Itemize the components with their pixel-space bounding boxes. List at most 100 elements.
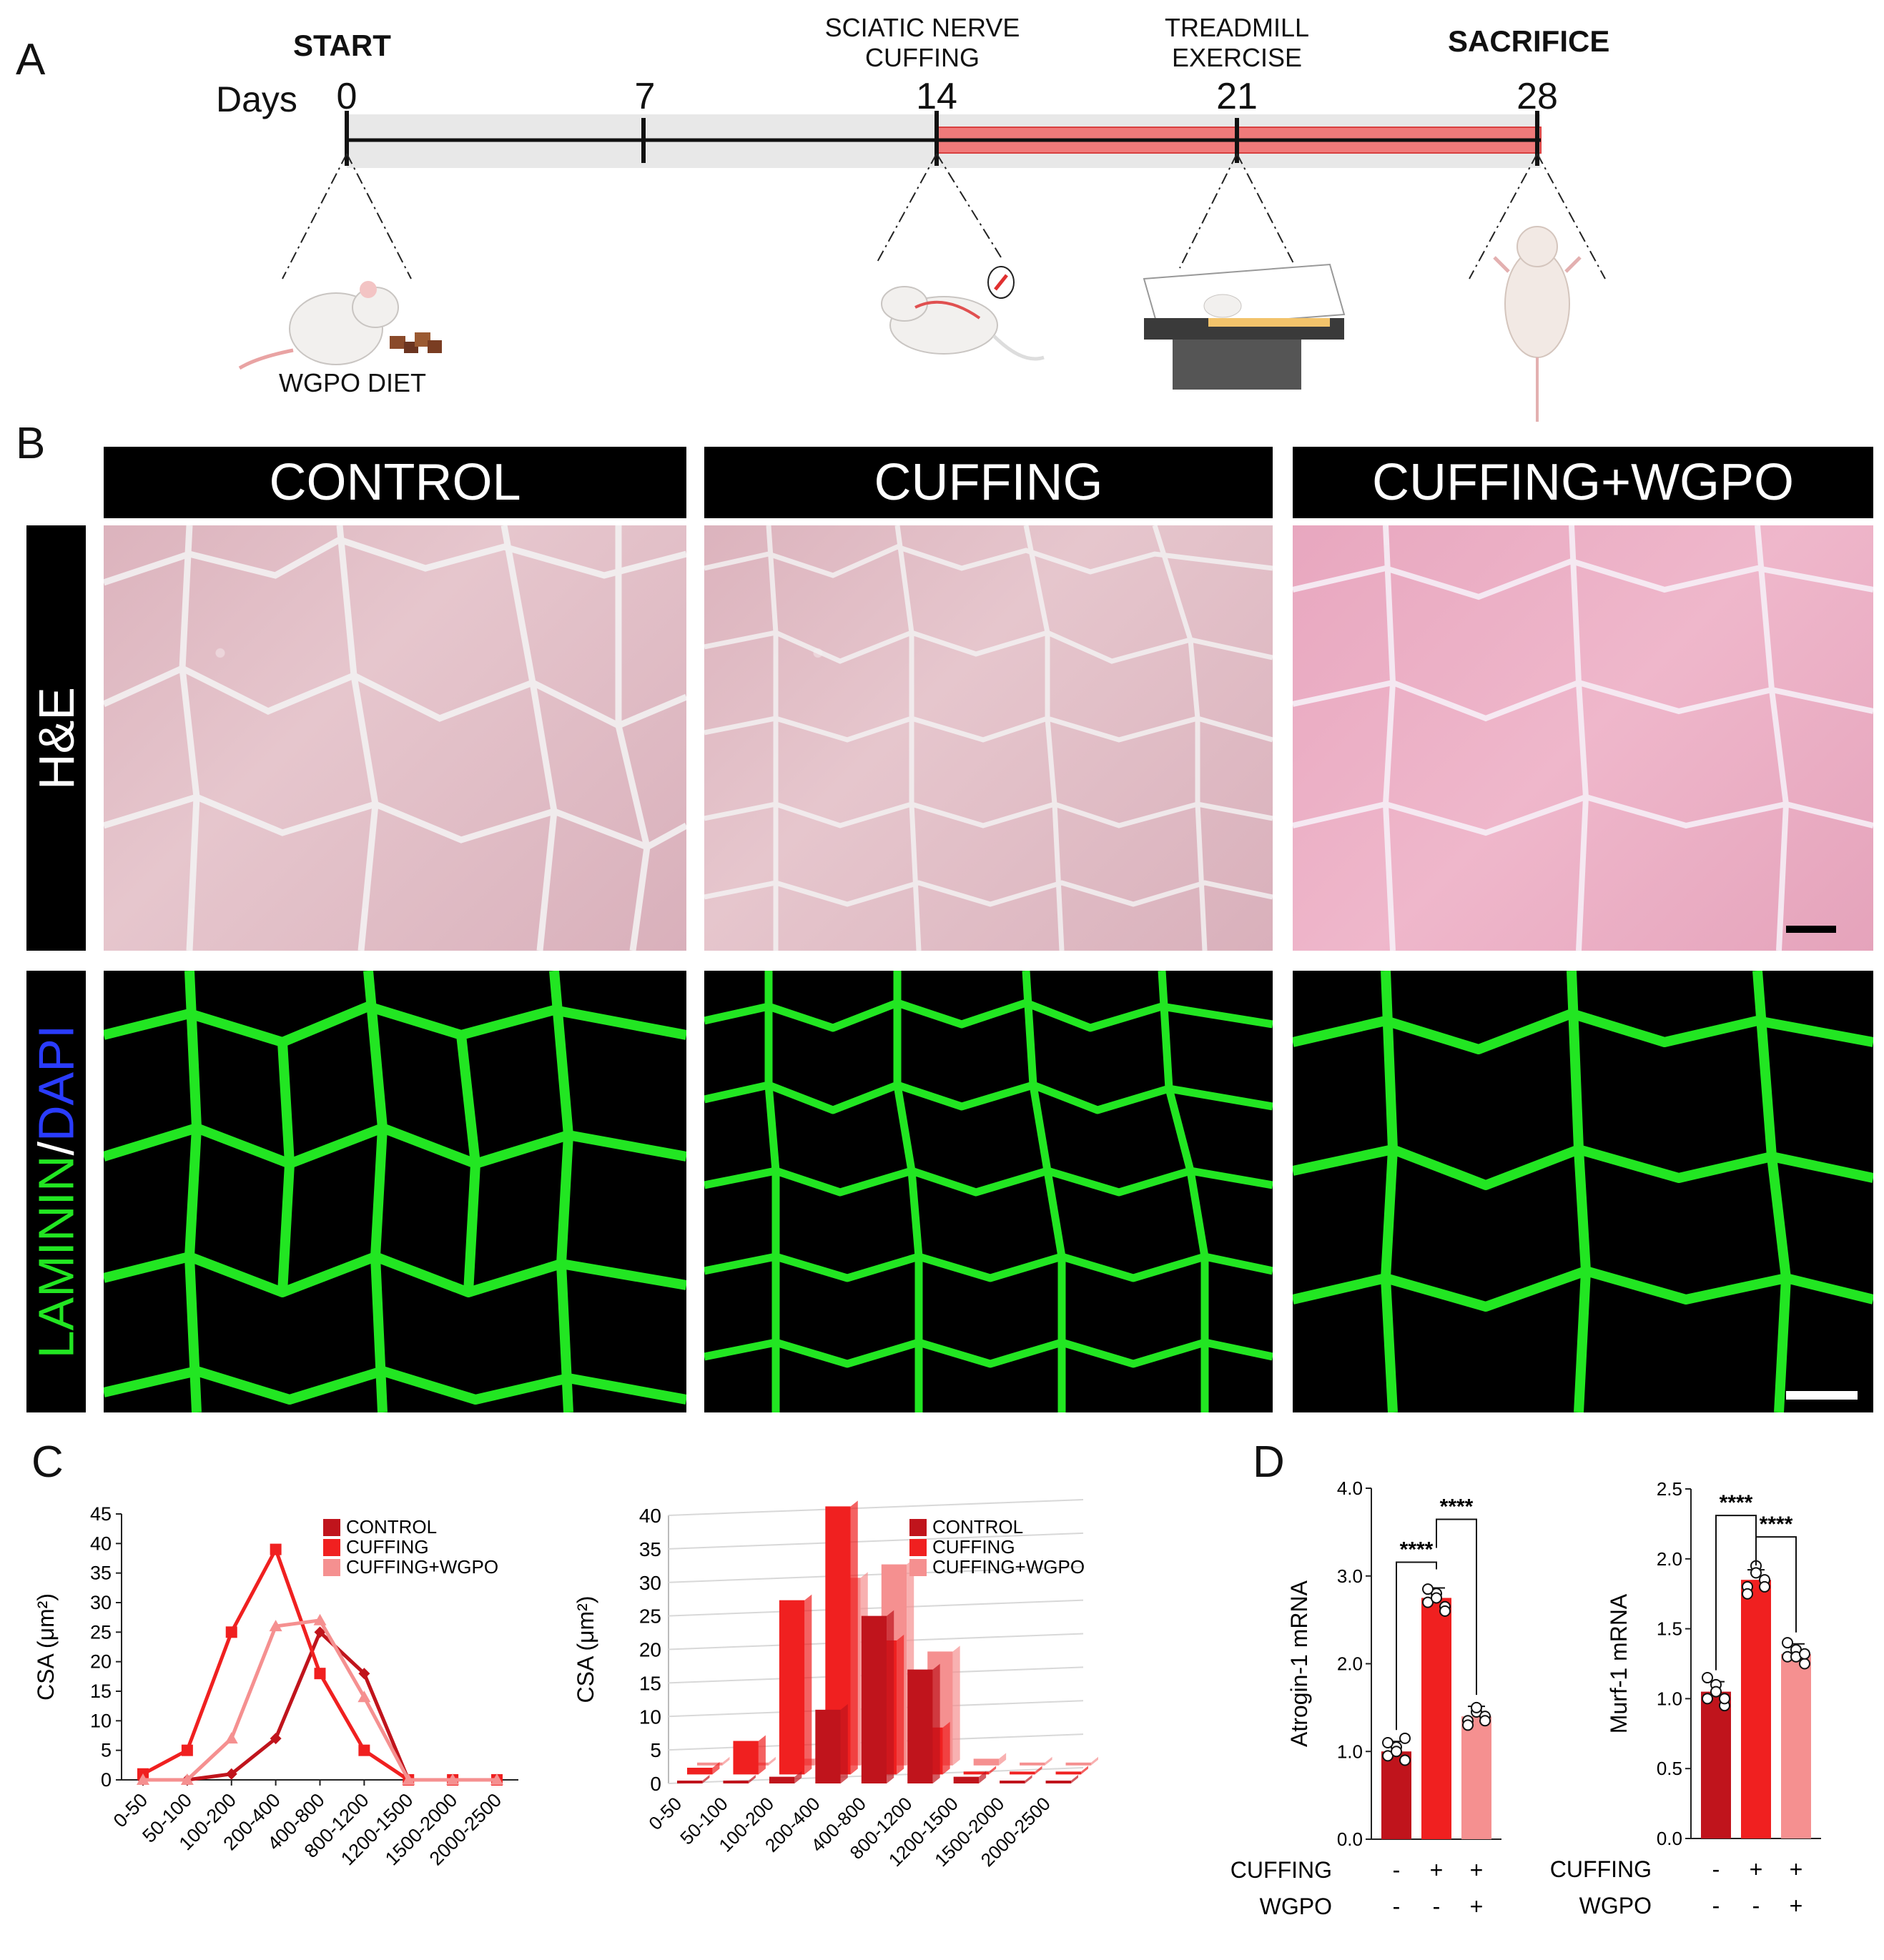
sacrifice-mouse-icon bbox=[1493, 226, 1582, 422]
row-header-he: H&E bbox=[26, 525, 86, 951]
data-point bbox=[1439, 1605, 1451, 1617]
data-point bbox=[1742, 1588, 1753, 1600]
y-tick-label: 25 bbox=[639, 1605, 661, 1628]
legend-label: CONTROL bbox=[346, 1516, 437, 1538]
wgpo-sign: - bbox=[1433, 1894, 1441, 1919]
legend-swatch bbox=[909, 1519, 927, 1536]
y-tick-label: 0.0 bbox=[1337, 1828, 1363, 1850]
bar-0-3 bbox=[815, 1709, 841, 1783]
panel-b-label: B bbox=[16, 419, 46, 468]
bar-side bbox=[840, 1703, 848, 1783]
bar-side bbox=[1025, 1775, 1032, 1783]
bar-2-0 bbox=[697, 1762, 723, 1766]
y-tick-label: 0.0 bbox=[1657, 1828, 1682, 1849]
y-tick-label: 25 bbox=[90, 1621, 112, 1643]
cuffing-sign: + bbox=[1790, 1856, 1803, 1882]
wgpo-sign: - bbox=[1393, 1894, 1401, 1919]
y-tick-label: 35 bbox=[90, 1563, 112, 1584]
data-point bbox=[446, 1773, 460, 1785]
data-point bbox=[1759, 1580, 1770, 1593]
bar-1-6 bbox=[963, 1771, 990, 1775]
bar-side bbox=[1071, 1775, 1078, 1783]
bar-2 bbox=[1461, 1716, 1491, 1839]
tick-0: 0 bbox=[337, 76, 357, 117]
y-axis-label: Atrogin-1 mRNA bbox=[1286, 1580, 1312, 1747]
y-tick-label: 2.5 bbox=[1657, 1478, 1682, 1500]
bar-side bbox=[758, 1735, 766, 1775]
data-point bbox=[1782, 1637, 1793, 1649]
data-point bbox=[490, 1773, 503, 1785]
legend-swatch bbox=[323, 1519, 340, 1536]
cuffing-sign: - bbox=[1393, 1857, 1401, 1883]
bar-1-0 bbox=[687, 1768, 713, 1775]
bar-side bbox=[850, 1500, 858, 1775]
treadmill-icon bbox=[1143, 263, 1346, 390]
legend-swatch bbox=[323, 1539, 340, 1556]
y-tick-label: 20 bbox=[90, 1651, 112, 1673]
data-point bbox=[269, 1620, 282, 1632]
tick-21: 21 bbox=[1216, 76, 1258, 117]
bar-side bbox=[952, 1645, 960, 1766]
column-header-cuffing: CUFFING bbox=[704, 447, 1273, 518]
bar-side bbox=[897, 1634, 904, 1775]
data-point bbox=[357, 1691, 371, 1703]
bar-side bbox=[702, 1775, 710, 1783]
y-axis-label: CSA (μm²) bbox=[33, 1593, 59, 1701]
data-point bbox=[1471, 1701, 1482, 1713]
cuffing-step-line2: CUFFING bbox=[865, 43, 980, 72]
wgpo-sign: + bbox=[1790, 1893, 1803, 1919]
series-line-1 bbox=[142, 1548, 497, 1782]
wgpo-row-label: WGPO bbox=[1260, 1894, 1332, 1919]
series-line-0 bbox=[143, 1630, 497, 1782]
data-point bbox=[1719, 1693, 1730, 1705]
y-tick-label: 15 bbox=[639, 1672, 661, 1694]
data-point bbox=[314, 1626, 326, 1638]
column-header-cuffing-wgpo: CUFFING+WGPO bbox=[1293, 447, 1873, 518]
gridline bbox=[668, 1532, 1084, 1550]
cuffing-sign: + bbox=[1750, 1856, 1763, 1882]
bar-side bbox=[932, 1663, 940, 1783]
gridline bbox=[668, 1565, 1084, 1583]
y-tick-label: 35 bbox=[639, 1538, 661, 1560]
bar-1 bbox=[1741, 1580, 1771, 1838]
y-tick-label: 10 bbox=[639, 1706, 661, 1728]
y-tick-label: 2.0 bbox=[1337, 1653, 1363, 1675]
bar-0-0 bbox=[677, 1781, 703, 1783]
y-tick-label: 1.0 bbox=[1337, 1741, 1363, 1762]
bar-0-5 bbox=[907, 1669, 933, 1783]
y-tick-label: 20 bbox=[639, 1639, 661, 1661]
y-tick-label: 2.0 bbox=[1657, 1548, 1682, 1570]
dapi-word: DAPI bbox=[28, 1024, 84, 1142]
bar-1-8 bbox=[1055, 1771, 1081, 1775]
y-axis-label: Murf-1 mRNA bbox=[1606, 1593, 1632, 1733]
legend-label: CONTROL bbox=[932, 1516, 1023, 1538]
cuffing-step-line1: SCIATIC NERVE bbox=[824, 13, 1020, 42]
sig-bracket-1 bbox=[1396, 1561, 1437, 1731]
legend-label: CUFFING bbox=[346, 1536, 429, 1558]
bar-side bbox=[999, 1753, 1007, 1766]
he-image-control bbox=[104, 525, 686, 951]
tick-28: 28 bbox=[1516, 76, 1558, 117]
bar-0-8 bbox=[1045, 1781, 1071, 1783]
y-tick-label: 5 bbox=[101, 1740, 112, 1761]
bar-side bbox=[1045, 1756, 1052, 1766]
column-header-control: CONTROL bbox=[104, 447, 686, 518]
legend-swatch bbox=[909, 1559, 927, 1576]
data-point bbox=[1462, 1719, 1474, 1731]
y-tick-label: 30 bbox=[90, 1592, 112, 1613]
legend-label: CUFFING+WGPO bbox=[932, 1556, 1085, 1578]
bar-side bbox=[979, 1771, 987, 1783]
bar-1-1 bbox=[733, 1741, 759, 1775]
laminin-image-cuffing-wgpo bbox=[1293, 971, 1873, 1412]
y-tick-label: 30 bbox=[639, 1572, 661, 1594]
charts-svg: 0510152025303540450-5050-100100-200200-4… bbox=[33, 1478, 1821, 1919]
he-image-cuffing bbox=[704, 525, 1273, 951]
y-tick-label: 1.5 bbox=[1657, 1618, 1682, 1640]
data-point bbox=[1799, 1648, 1810, 1660]
data-point bbox=[180, 1773, 194, 1785]
bar-1-7 bbox=[1010, 1771, 1035, 1775]
y-tick-label: 40 bbox=[90, 1533, 112, 1554]
y-tick-label: 4.0 bbox=[1337, 1478, 1363, 1499]
data-point bbox=[137, 1773, 149, 1785]
bar-side bbox=[1091, 1756, 1098, 1766]
